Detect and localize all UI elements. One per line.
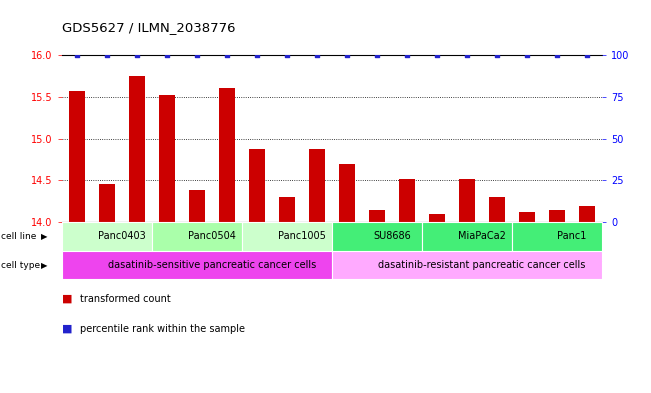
Bar [62,222,152,251]
Text: GSM1435691: GSM1435691 [284,224,290,271]
Bar [489,197,505,222]
Text: GSM1435693: GSM1435693 [344,224,350,271]
Point [372,52,382,58]
Bar [512,222,542,261]
Text: GSM1435695: GSM1435695 [404,224,410,270]
Bar [542,222,572,261]
Text: dasatinib-sensitive pancreatic cancer cells: dasatinib-sensitive pancreatic cancer ce… [108,260,316,270]
Text: cell type: cell type [1,261,40,270]
Point [161,52,172,58]
Bar [152,222,182,261]
Point [432,52,442,58]
Text: cell line: cell line [1,232,36,241]
Point [222,52,232,58]
Bar [122,222,152,261]
Text: Panc1: Panc1 [557,231,587,241]
Point [191,52,202,58]
Bar [429,214,445,222]
Text: transformed count: transformed count [80,294,171,304]
Point [282,52,292,58]
Bar [98,184,115,222]
Bar [512,222,602,251]
Bar [189,190,205,222]
Bar [572,222,602,261]
Bar [422,222,452,261]
Text: GSM1435697: GSM1435697 [464,224,470,271]
Text: SU8686: SU8686 [373,231,411,241]
Bar [309,149,326,222]
Bar [249,149,265,222]
Bar [219,88,235,222]
Text: MiaPaCa2: MiaPaCa2 [458,231,506,241]
Bar [519,212,535,222]
Bar [68,91,85,222]
Bar [579,206,596,222]
Bar [459,180,475,222]
Text: GSM1435686: GSM1435686 [134,224,140,271]
Text: GSM1435696: GSM1435696 [434,224,440,271]
Text: Panc0403: Panc0403 [98,231,146,241]
Text: GSM1435700: GSM1435700 [554,224,560,271]
Bar [362,222,392,261]
Point [582,52,592,58]
Text: GSM1435692: GSM1435692 [314,224,320,270]
Point [462,52,473,58]
Point [492,52,503,58]
Text: ▶: ▶ [41,261,48,270]
Bar [339,163,355,222]
Point [102,52,112,58]
Text: GSM1435689: GSM1435689 [224,224,230,271]
Point [72,52,82,58]
Bar [399,178,415,222]
Text: dasatinib-resistant pancreatic cancer cells: dasatinib-resistant pancreatic cancer ce… [378,260,586,270]
Bar [242,222,332,251]
Bar [279,197,296,222]
Text: GSM1435685: GSM1435685 [104,224,110,270]
Text: GSM1435694: GSM1435694 [374,224,380,270]
Text: GSM1435701: GSM1435701 [584,224,590,271]
Text: percentile rank within the sample: percentile rank within the sample [80,323,245,334]
Text: GDS5627 / ILMN_2038776: GDS5627 / ILMN_2038776 [62,21,236,34]
Bar [182,222,212,261]
Bar [129,76,145,222]
Point [252,52,262,58]
Bar [152,222,242,251]
Bar [62,222,92,261]
Point [342,52,352,58]
Text: GSM1435699: GSM1435699 [524,224,530,271]
Bar [159,95,175,222]
Bar [332,251,602,279]
Text: Panc1005: Panc1005 [278,231,326,241]
Point [402,52,412,58]
Bar [212,222,242,261]
Bar [332,222,422,251]
Bar [549,209,566,222]
Text: GSM1435688: GSM1435688 [194,224,200,271]
Text: GSM1435690: GSM1435690 [254,224,260,271]
Bar [392,222,422,261]
Text: ■: ■ [62,323,72,334]
Text: GSM1435687: GSM1435687 [164,224,170,271]
Point [522,52,533,58]
Bar [62,251,332,279]
Point [552,52,562,58]
Text: ▶: ▶ [41,232,48,241]
Bar [452,222,482,261]
Text: ■: ■ [62,294,72,304]
Point [312,52,322,58]
Text: Panc0504: Panc0504 [188,231,236,241]
Bar [302,222,332,261]
Point [132,52,142,58]
Bar [332,222,362,261]
Bar [482,222,512,261]
Bar [92,222,122,261]
Bar [368,209,385,222]
Bar [422,222,512,251]
Text: GSM1435684: GSM1435684 [74,224,80,270]
Text: GSM1435698: GSM1435698 [494,224,500,271]
Bar [272,222,302,261]
Bar [242,222,272,261]
